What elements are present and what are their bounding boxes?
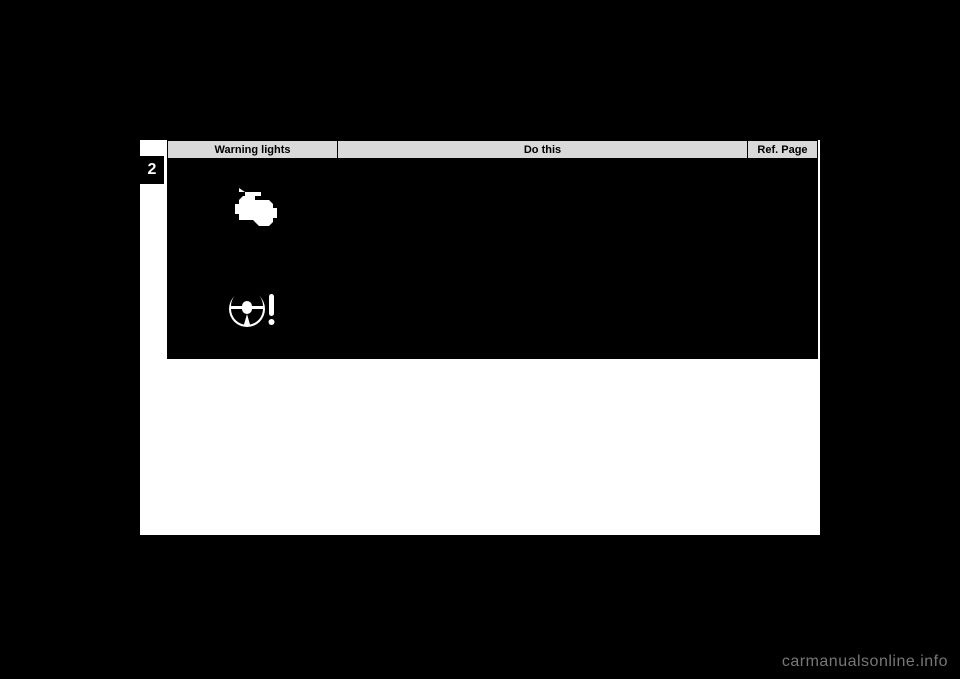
header-warning-lights: Warning lights [168,141,338,159]
header-ref-page: Ref. Page [748,141,818,159]
ref-page-cell [748,259,818,359]
do-this-cell [338,159,748,259]
table-header-row: Warning lights Do this Ref. Page [168,141,818,159]
steering-warning-icon [225,286,281,332]
do-this-cell [338,259,748,359]
engine-icon [223,188,283,230]
ref-page-cell [748,159,818,259]
warning-light-cell [168,259,338,359]
manual-page: 2 Warning lights Do this Ref. Page [140,140,820,535]
table-row [168,159,818,259]
section-tab-label: 2 [148,161,157,179]
header-do-this: Do this [338,141,748,159]
section-tab: 2 [140,156,164,184]
warning-light-cell [168,159,338,259]
watermark: carmanualsonline.info [782,653,948,671]
table-row [168,259,818,359]
warning-lights-table: Warning lights Do this Ref. Page [167,140,818,359]
